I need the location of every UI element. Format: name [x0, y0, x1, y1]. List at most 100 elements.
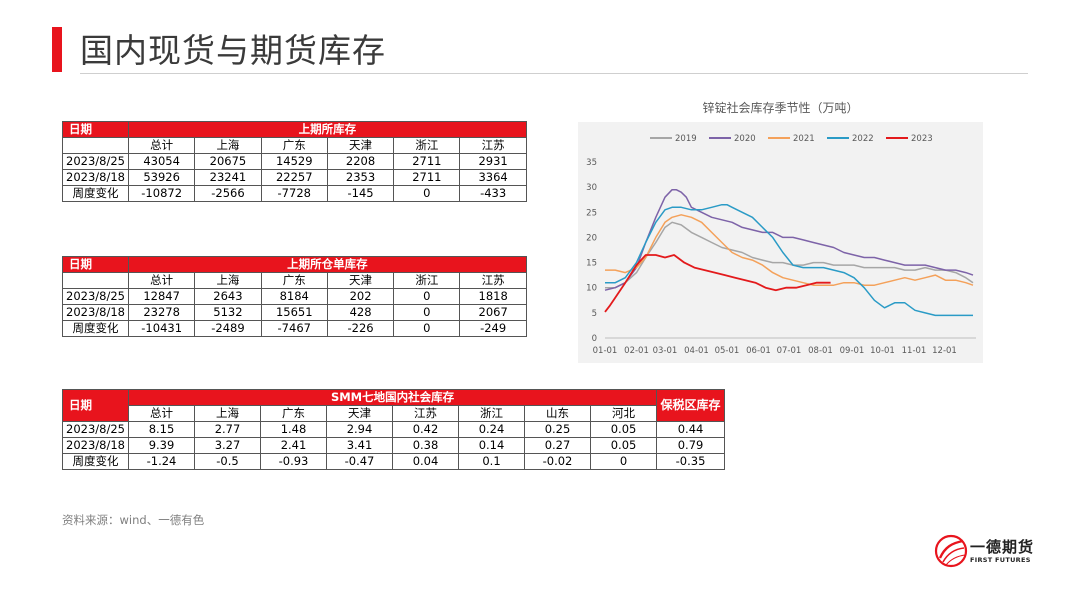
table-row: 2023/8/18 23278 5132 15651 428 0 2067 [62, 304, 527, 321]
shfe-inventory-table: 日期 上期所库存 总计 上海 广东 天津 浙江 江苏 2023/8/25 43054 20675 14… [62, 121, 527, 202]
table-cell: 0 [393, 320, 461, 337]
table-cell: 0.05 [589, 421, 658, 438]
column-header: 总计 [128, 405, 195, 422]
page-title: 国内现货与期货库存 [80, 31, 386, 70]
table-cell: -2489 [194, 320, 262, 337]
row-label: 2023/8/25 [62, 421, 129, 438]
x-tick-label: 06-01 [746, 346, 771, 356]
table-cell: 2.94 [326, 421, 393, 438]
brand-name-cn: 一德期货 [970, 538, 1035, 556]
table-cell: 2208 [326, 153, 395, 170]
brand-name-en: FIRST FUTURES [970, 556, 1031, 564]
date-header: 日期 [62, 389, 129, 422]
chart-title: 锌锭社会库存季节性（万吨） [702, 101, 859, 115]
table-cell: -2566 [194, 185, 262, 202]
table-cell: 9.39 [128, 437, 195, 454]
table-cell: 43054 [127, 153, 196, 170]
shfe-inventory-body: 日期 上期所库存 总计 上海 广东 天津 浙江 江苏 2023/8/25 43054 20675 14… [62, 121, 527, 202]
zinc-inventory-seasonality-chart: 0 5 10 15 20 25 30 35 01-01 02-01 03-01 04-01 05-01 0… [586, 134, 976, 356]
legend-label: 2023 [911, 134, 933, 144]
table-cell: 0.27 [524, 437, 591, 454]
table-cell: 0.42 [392, 421, 459, 438]
y-tick-label: 30 [586, 183, 597, 193]
table-cell: 1.48 [260, 421, 327, 438]
series-line-2021 [605, 214, 974, 286]
group-header: SMM七地国内社会库存 [127, 389, 658, 406]
table-row: 周度变化 -10431 -2489 -7467 -226 0 -249 [62, 320, 527, 337]
y-tick-label: 0 [592, 334, 597, 344]
legend-label: 2022 [852, 134, 874, 144]
y-tick-label: 15 [586, 259, 597, 269]
column-header: 江苏 [392, 405, 459, 422]
shfe-warrant-table: 日期 上期所仓单库存 总计 上海 广东 天津 浙江 江苏 2023/8/25 12847 2643 8… [62, 256, 527, 337]
column-header: 天津 [326, 137, 395, 154]
table-cell: 22257 [260, 169, 328, 186]
header-row: 日期 SMM七地国内社会库存 保税区库存 [62, 389, 726, 422]
table-row: 2023/8/18 9.39 3.27 2.41 3.41 0.38 0.14 0.27 0.0… [62, 437, 726, 454]
table-cell: 428 [326, 304, 395, 321]
legend-label: 2021 [793, 134, 815, 144]
table-cell: 2643 [194, 288, 262, 305]
column-header: 总计 [127, 272, 196, 289]
table-cell: 0.14 [458, 437, 525, 454]
table-cell: 2353 [326, 169, 395, 186]
table-cell: -10431 [127, 320, 196, 337]
series-line-2022 [605, 203, 973, 317]
legend-label: 2020 [734, 134, 756, 144]
x-tick-label: 12-01 [932, 346, 957, 356]
x-tick-label: 05-01 [715, 346, 740, 356]
table-cell: 0.04 [392, 453, 459, 470]
column-header: 山东 [524, 405, 591, 422]
table-cell: 3.41 [326, 437, 393, 454]
header-row: 日期 上期所仓单库存 [62, 256, 527, 273]
table-cell: 0.05 [589, 437, 658, 454]
y-tick-label: 10 [586, 284, 597, 294]
source-note: 资料来源：wind、一德有色 [62, 513, 205, 527]
table-row: 2023/8/18 53926 23241 22257 2353 2711 3364 [62, 169, 527, 186]
table-cell: 0.1 [458, 453, 525, 470]
table-cell: 0 [393, 304, 461, 321]
header-row: 日期 上期所库存 [62, 121, 527, 138]
table-cell: -249 [459, 320, 527, 337]
table-cell: 5132 [194, 304, 262, 321]
x-tick-label: 03-01 [653, 346, 678, 356]
x-tick-label: 10-01 [870, 346, 895, 356]
table-row: 周度变化 -1.24 -0.5 -0.93 -0.47 0.04 0.1 -0.02 0 -0.3… [62, 453, 726, 470]
date-header: 日期 [62, 121, 129, 138]
table-cell: -0.47 [326, 453, 393, 470]
table-cell: -226 [326, 320, 395, 337]
table-cell: 3364 [459, 169, 527, 186]
x-tick-label: 02-01 [624, 346, 649, 356]
column-header: 广东 [260, 137, 328, 154]
bonded-cell: -0.35 [656, 453, 726, 470]
x-tick-label: 11-01 [902, 346, 927, 356]
table-cell: 15651 [260, 304, 328, 321]
y-tick-label: 35 [586, 158, 597, 168]
column-header-row: 总计 上海 广东 天津 江苏 浙江 山东 河北 [63, 405, 725, 422]
column-header: 总计 [127, 137, 196, 154]
table-row: 2023/8/25 8.15 2.77 1.48 2.94 0.42 0.24 0.25 0.0… [62, 421, 726, 438]
table-cell: 2.77 [194, 421, 261, 438]
table-cell: -0.5 [194, 453, 261, 470]
table-cell: 2711 [393, 169, 461, 186]
series-line-2020 [604, 188, 974, 291]
table-row: 2023/8/25 43054 20675 14529 2208 2711 2931 [62, 153, 527, 170]
series-line-2019 [605, 221, 974, 289]
table-cell: 12847 [127, 288, 196, 305]
table-cell: 2067 [459, 304, 527, 321]
group-header: 上期所库存 [128, 121, 527, 138]
table-cell: 3.27 [194, 437, 261, 454]
column-header: 天津 [326, 272, 395, 289]
y-tick-label: 5 [592, 309, 597, 319]
table-row: 周度变化 -10872 -2566 -7728 -145 0 -433 [62, 185, 527, 202]
x-tick-label: 08-01 [808, 346, 833, 356]
row-label: 周度变化 [62, 185, 129, 202]
column-header: 天津 [326, 405, 393, 422]
table-cell: -0.02 [524, 453, 591, 470]
table-cell: -0.93 [260, 453, 327, 470]
table-cell: 23241 [194, 169, 262, 186]
column-header: 广东 [260, 272, 328, 289]
table-cell: 8.15 [128, 421, 195, 438]
table-cell: -1.24 [128, 453, 195, 470]
table-cell: 1818 [459, 288, 527, 305]
